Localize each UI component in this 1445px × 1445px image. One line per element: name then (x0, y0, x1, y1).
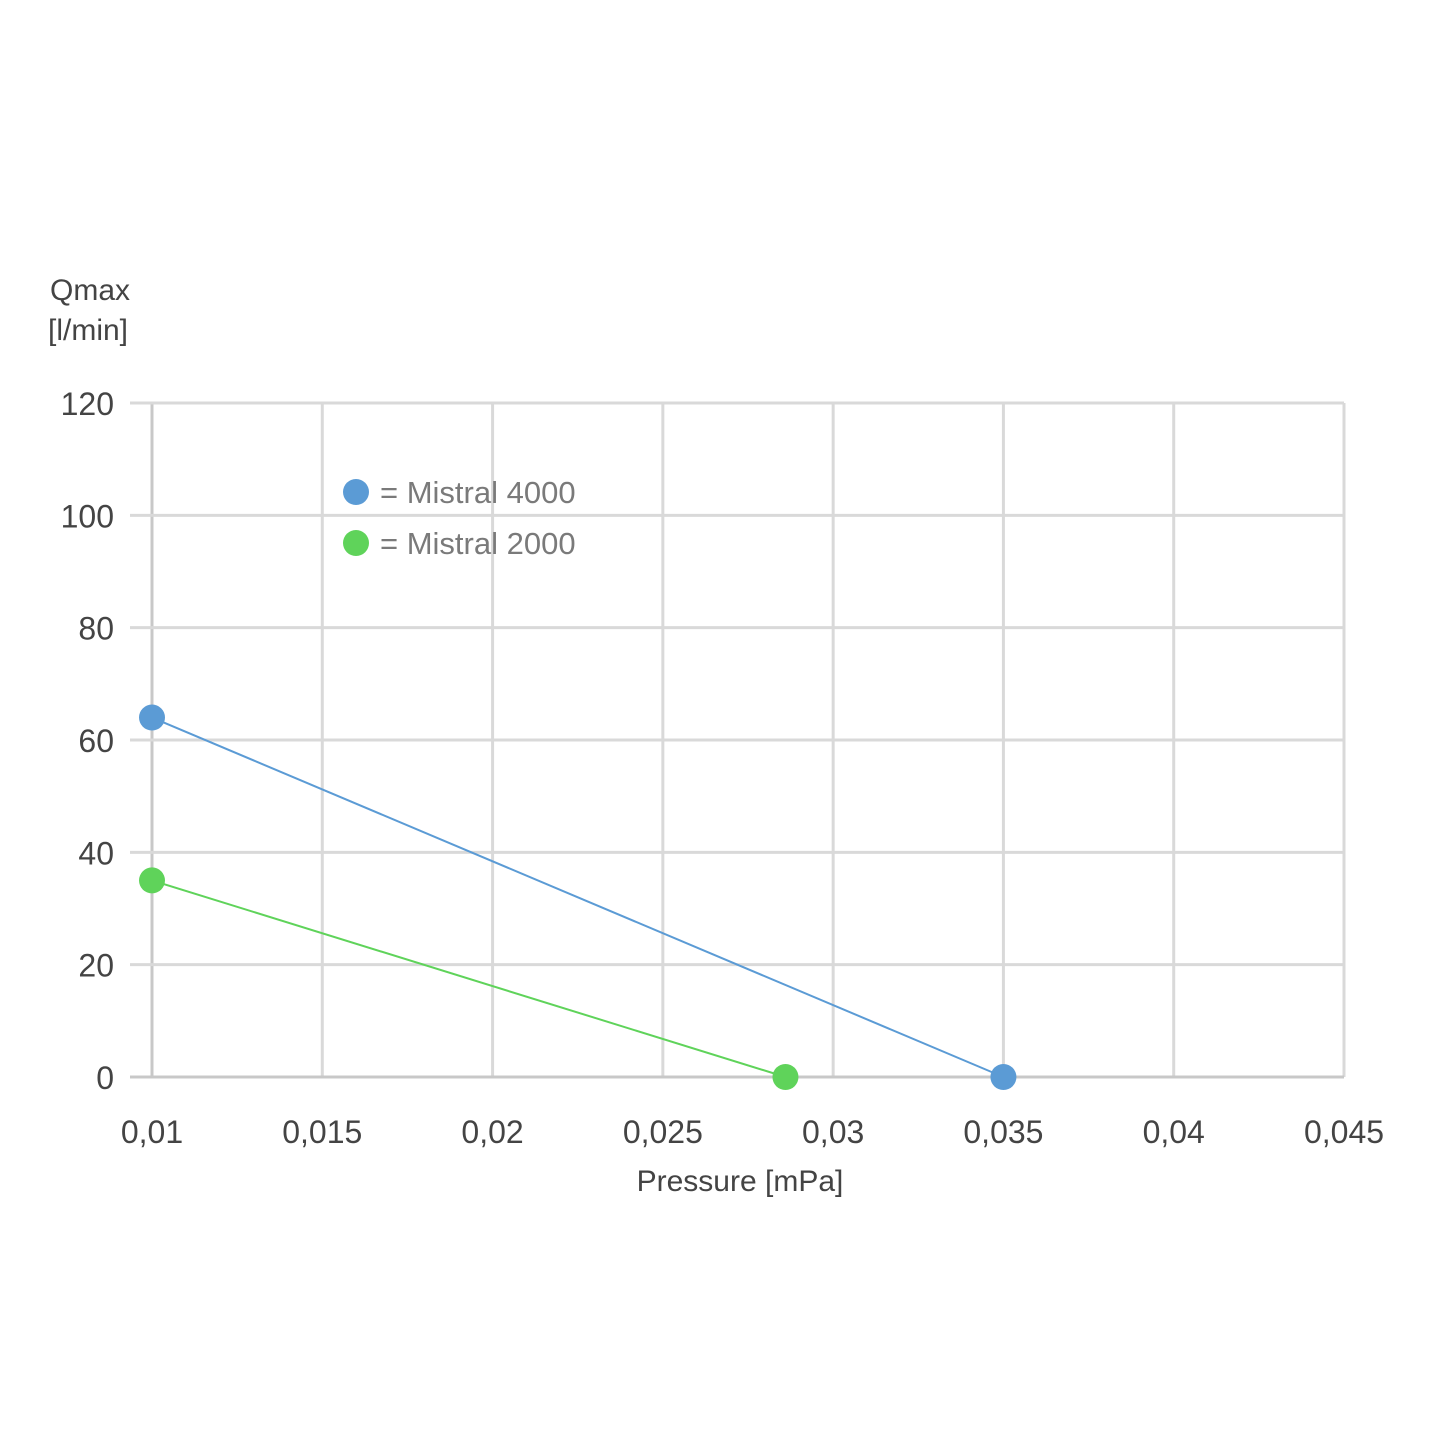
y-tick-label: 40 (78, 835, 114, 871)
x-axis-ticks: 0,01 0,015 0,02 0,025 0,03 0,035 0,04 0,045 (121, 1114, 1384, 1150)
x-axis-label: Pressure [mPa] (637, 1165, 844, 1198)
x-tick-label: 0,04 (1143, 1114, 1205, 1150)
legend-label: = Mistral 4000 (380, 475, 576, 510)
grid (130, 401, 1346, 1079)
x-tick-label: 0,015 (282, 1114, 362, 1150)
y-tick-label: 20 (78, 948, 114, 984)
y-axis-label-line1: Qmax (50, 274, 130, 307)
x-tick-label: 0,045 (1304, 1114, 1384, 1150)
data-point (772, 1064, 799, 1090)
data-point (990, 1064, 1017, 1090)
y-axis-ticks: 0 20 40 60 80 100 120 (61, 386, 114, 1096)
x-tick-label: 0,02 (461, 1114, 523, 1150)
legend-marker (343, 479, 369, 505)
y-tick-label: 120 (61, 386, 114, 422)
y-tick-label: 100 (61, 498, 114, 534)
legend: = Mistral 4000 = Mistral 2000 (343, 475, 576, 561)
series (139, 704, 1017, 1090)
x-tick-label: 0,03 (802, 1114, 864, 1150)
x-tick-label: 0,01 (121, 1114, 183, 1150)
series-line-1 (151, 879, 786, 1078)
y-tick-label: 60 (78, 723, 114, 759)
series-line-0 (151, 716, 1004, 1078)
x-tick-label: 0,025 (623, 1114, 703, 1150)
y-tick-label: 0 (96, 1060, 114, 1096)
legend-label: = Mistral 2000 (380, 526, 576, 561)
legend-marker (343, 530, 369, 556)
x-tick-label: 0,035 (963, 1114, 1043, 1150)
y-axis-label-line2: [l/min] (48, 314, 128, 347)
data-point (139, 704, 165, 731)
y-tick-label: 80 (78, 611, 114, 647)
data-point (139, 867, 165, 894)
